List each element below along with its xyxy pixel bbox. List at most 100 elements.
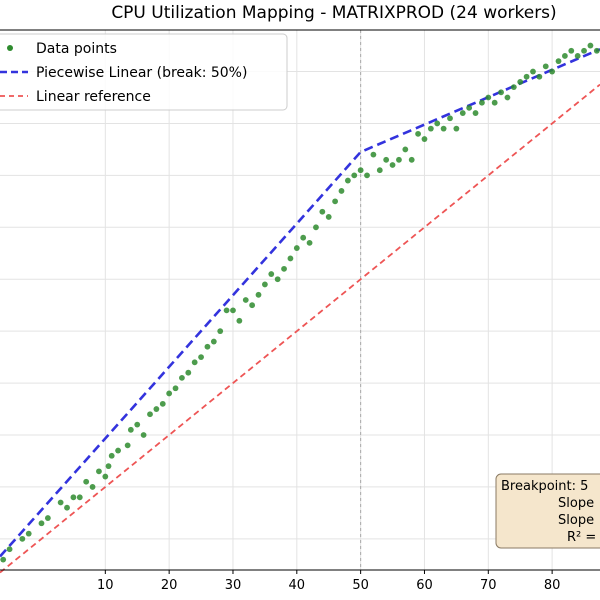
data-point xyxy=(415,130,421,137)
data-point xyxy=(19,535,26,542)
data-point xyxy=(0,556,7,563)
legend: Data points Piecewise Linear (break: 50%… xyxy=(0,33,288,111)
data-point xyxy=(124,442,131,449)
data-point xyxy=(434,120,441,127)
annotation-line-slope-2: Slope xyxy=(558,513,594,528)
data-point xyxy=(376,167,383,174)
chart-title: CPU Utilization Mapping - MATRIXPROD (24… xyxy=(111,3,556,23)
data-point xyxy=(242,297,249,303)
x-tick-label: 20 xyxy=(161,578,178,593)
data-point xyxy=(459,110,466,116)
data-point xyxy=(108,452,115,459)
data-point xyxy=(485,94,492,101)
data-point xyxy=(134,421,141,428)
data-point xyxy=(44,515,51,521)
data-point xyxy=(440,125,447,132)
data-point xyxy=(191,359,198,366)
grid xyxy=(0,30,600,570)
data-point xyxy=(281,265,287,272)
annotation-line-slope-1: Slope xyxy=(558,496,594,511)
data-point xyxy=(530,68,536,75)
annotation-line-breakpoint: Breakpoint: 5 xyxy=(501,479,588,494)
data-point xyxy=(198,354,204,361)
data-point xyxy=(147,411,153,418)
data-point xyxy=(472,110,479,116)
data-point xyxy=(217,328,224,335)
legend-label-data-points: Data points xyxy=(36,41,117,57)
data-point xyxy=(364,172,370,179)
data-point xyxy=(453,125,460,132)
annotation-line-r2: R² = xyxy=(567,530,596,545)
data-point xyxy=(236,317,243,324)
data-point xyxy=(166,390,173,397)
data-point xyxy=(555,58,562,65)
data-point xyxy=(255,291,262,298)
data-point xyxy=(549,68,556,75)
data-point xyxy=(159,400,166,407)
data-point xyxy=(344,177,351,184)
x-tick-label: 40 xyxy=(289,578,306,593)
data-point xyxy=(89,484,96,490)
data-point xyxy=(140,432,147,438)
data-point xyxy=(517,79,524,85)
data-point xyxy=(76,494,83,501)
x-tick-label: 60 xyxy=(416,578,433,593)
data-point xyxy=(396,156,402,163)
data-point xyxy=(325,214,332,220)
data-point xyxy=(319,208,326,215)
data-point xyxy=(357,167,364,174)
data-point xyxy=(383,156,390,163)
data-point xyxy=(504,94,511,101)
x-tick-label: 30 xyxy=(225,578,242,593)
x-tick-label: 50 xyxy=(352,578,369,593)
stats-annotation-box xyxy=(495,473,600,549)
data-point xyxy=(153,406,160,412)
data-point xyxy=(38,520,45,527)
data-point xyxy=(102,473,109,480)
data-point xyxy=(313,224,319,231)
data-point xyxy=(351,172,358,179)
data-point xyxy=(510,84,517,91)
data-point xyxy=(408,156,415,163)
data-point xyxy=(568,47,575,54)
data-point xyxy=(57,499,64,506)
data-point xyxy=(593,47,600,54)
data-point xyxy=(574,53,581,59)
data-point xyxy=(185,369,192,376)
data-point xyxy=(581,47,587,54)
legend-box xyxy=(0,33,288,111)
legend-label-linear-reference: Linear reference xyxy=(36,89,151,105)
data-point xyxy=(561,53,568,59)
plot-area xyxy=(0,30,600,574)
legend-marker-data-points xyxy=(7,45,13,51)
data-point xyxy=(274,276,281,283)
data-point xyxy=(179,374,185,381)
data-point xyxy=(466,104,473,111)
data-point xyxy=(204,343,211,350)
data-point xyxy=(172,385,179,392)
data-point xyxy=(105,463,112,470)
data-point xyxy=(542,63,549,70)
data-point xyxy=(223,307,230,314)
data-point xyxy=(427,125,434,132)
data-point xyxy=(293,245,300,251)
axes: 10 20 30 40 50 60 70 80 xyxy=(0,29,600,593)
data-point xyxy=(83,478,90,485)
data-point xyxy=(25,530,32,537)
data-point xyxy=(389,162,396,168)
data-point xyxy=(64,504,70,511)
data-point xyxy=(300,234,307,241)
data-point xyxy=(306,239,313,246)
linear-reference-line xyxy=(0,83,600,574)
data-point xyxy=(249,302,256,309)
data-point xyxy=(370,151,377,158)
data-point xyxy=(479,99,485,106)
data-point xyxy=(261,281,268,288)
data-point xyxy=(127,426,134,433)
data-point xyxy=(338,188,345,194)
data-point xyxy=(332,198,339,205)
x-tick-label: 80 xyxy=(544,578,561,593)
stats-annotation: Breakpoint: 5 Slope Slope R² = xyxy=(495,473,600,549)
data-point xyxy=(96,468,102,475)
